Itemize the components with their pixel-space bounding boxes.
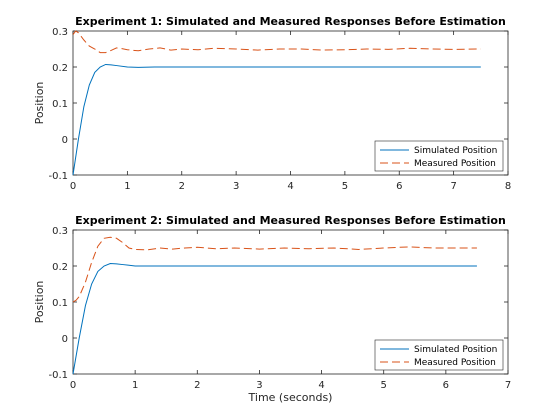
y-tick-label: 0.2 — [52, 63, 68, 74]
x-tick-label: 1 — [124, 181, 130, 192]
x-tick-label: 8 — [505, 181, 511, 192]
legend-label: Measured Position — [414, 358, 496, 368]
series-line-simulated — [72, 262, 477, 375]
legend: Simulated Position Measured Position — [374, 339, 504, 371]
x-tick-label: 3 — [233, 181, 239, 192]
legend-label: Simulated Position — [414, 146, 497, 156]
legend: Simulated Position Measured Position — [374, 140, 504, 172]
y-tick-label: 0 — [62, 334, 68, 345]
y-tick-label: 0.3 — [52, 226, 68, 237]
y-axis-label: Position — [33, 82, 46, 125]
series-line-measured — [72, 30, 481, 54]
y-tick-label: 0.3 — [52, 27, 68, 38]
x-tick-label: 6 — [396, 181, 402, 192]
y-axis-label: Position — [33, 281, 46, 324]
x-tick-label: 0 — [70, 181, 76, 192]
x-tick-label: 6 — [443, 380, 449, 391]
x-tick-label: 2 — [179, 181, 185, 192]
x-tick-label: 3 — [256, 380, 262, 391]
series-line-measured — [72, 236, 477, 303]
legend-box — [374, 140, 504, 172]
y-tick-label: 0.1 — [52, 298, 68, 309]
x-tick-label: 4 — [318, 380, 324, 391]
y-tick-label: 0 — [62, 135, 68, 146]
y-tick-label: 0.1 — [52, 99, 68, 110]
x-tick-label: 4 — [287, 181, 293, 192]
y-tick-label: 0.2 — [52, 262, 68, 273]
x-tick-label: 1 — [132, 380, 138, 391]
chart-title: Experiment 2: Simulated and Measured Res… — [75, 214, 506, 227]
x-tick-label: 7 — [505, 380, 511, 391]
legend-label: Measured Position — [414, 159, 496, 169]
x-tick-label: 5 — [342, 181, 348, 192]
x-tick-label: 0 — [70, 380, 76, 391]
x-tick-label: 5 — [381, 380, 387, 391]
chart-title: Experiment 1: Simulated and Measured Res… — [75, 15, 506, 28]
x-axis-label: Time (seconds) — [248, 391, 333, 404]
x-tick-label: 7 — [450, 181, 456, 192]
legend-box — [374, 339, 504, 371]
y-tick-label: -0.1 — [48, 171, 68, 182]
series-line-simulated — [72, 63, 481, 176]
legend-label: Simulated Position — [414, 345, 497, 355]
x-tick-label: 2 — [194, 380, 200, 391]
y-tick-label: -0.1 — [48, 370, 68, 381]
